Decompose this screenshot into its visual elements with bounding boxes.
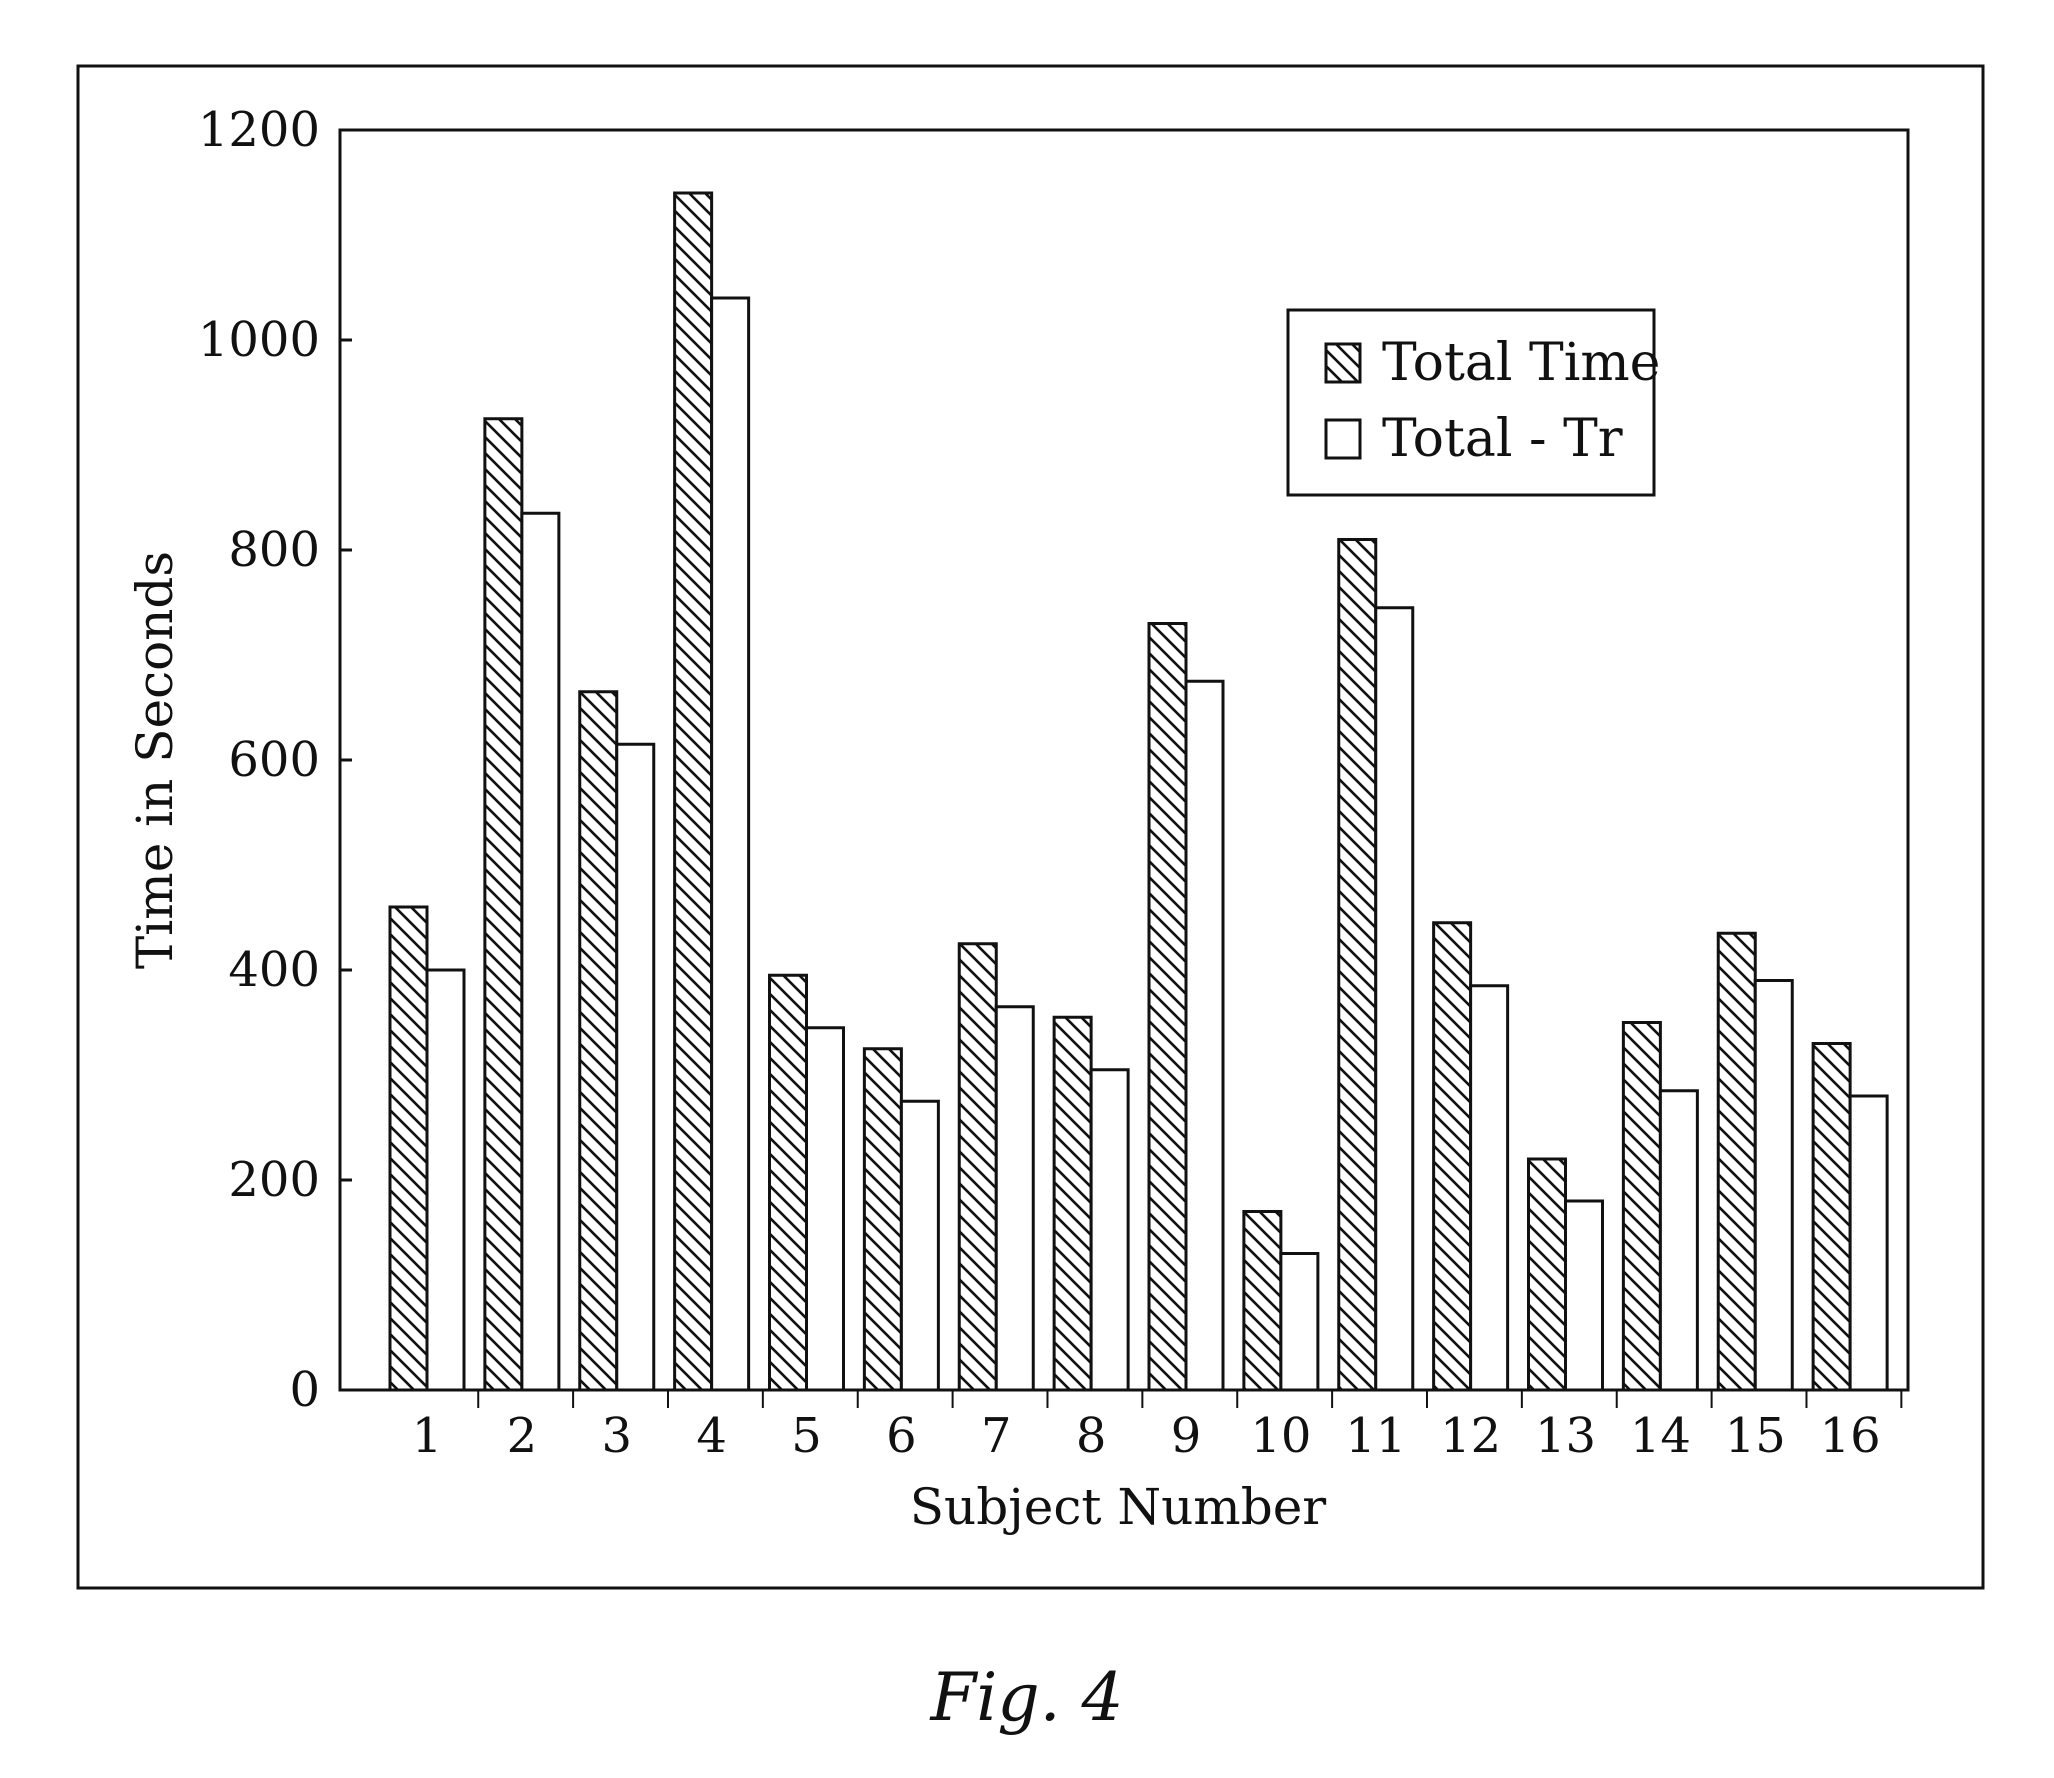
bar-total-tr bbox=[1471, 986, 1508, 1390]
bar-total-time bbox=[1623, 1023, 1660, 1391]
x-tick-label: 12 bbox=[1440, 1408, 1501, 1464]
legend-swatch-total-time bbox=[1326, 344, 1360, 382]
bar-total-time bbox=[1529, 1159, 1566, 1390]
bar-total-tr bbox=[1660, 1091, 1697, 1390]
y-axis-title: Time in Seconds bbox=[126, 551, 184, 969]
bar-total-time bbox=[959, 944, 996, 1390]
y-tick-label: 0 bbox=[289, 1362, 320, 1418]
y-tick-label: 1200 bbox=[198, 102, 320, 158]
legend-swatch-total-tr bbox=[1326, 420, 1360, 458]
x-tick-label: 2 bbox=[507, 1408, 538, 1464]
bar-total-time bbox=[1339, 540, 1376, 1391]
bar-total-tr bbox=[1091, 1070, 1128, 1390]
x-axis: 12345678910111213141516 bbox=[412, 1390, 1902, 1464]
bar-total-time bbox=[1718, 933, 1755, 1390]
bar-total-tr bbox=[617, 744, 654, 1390]
bar-total-tr bbox=[712, 298, 749, 1390]
bar-total-time bbox=[1149, 624, 1186, 1391]
bar-total-tr bbox=[1186, 681, 1223, 1390]
bar-total-tr bbox=[996, 1007, 1033, 1390]
x-tick-label: 6 bbox=[886, 1408, 917, 1464]
bar-total-tr bbox=[901, 1101, 938, 1390]
x-axis-title: Subject Number bbox=[910, 1478, 1327, 1536]
legend: Total Time Total - Tr bbox=[1288, 310, 1660, 495]
y-axis: 0 200 400 600 800 1000 1200 bbox=[198, 102, 352, 1418]
bar-total-time bbox=[864, 1049, 901, 1390]
bars bbox=[390, 193, 1887, 1390]
legend-label-total-tr: Total - Tr bbox=[1382, 409, 1623, 469]
x-tick-label: 11 bbox=[1345, 1408, 1406, 1464]
bar-total-time bbox=[1813, 1044, 1850, 1391]
bar-total-tr bbox=[1755, 981, 1792, 1391]
bar-total-time bbox=[580, 692, 617, 1390]
bar-total-tr bbox=[1281, 1254, 1318, 1391]
y-tick-label: 600 bbox=[228, 732, 320, 788]
bar-total-time bbox=[1244, 1212, 1281, 1391]
y-tick-label: 1000 bbox=[198, 312, 320, 368]
bar-total-tr bbox=[522, 513, 559, 1390]
bar-total-time bbox=[390, 907, 427, 1390]
bar-total-tr bbox=[807, 1028, 844, 1390]
y-tick-label: 200 bbox=[228, 1152, 320, 1208]
y-tick-label: 400 bbox=[228, 942, 320, 998]
x-tick-label: 14 bbox=[1630, 1408, 1691, 1464]
bar-total-time bbox=[770, 975, 807, 1390]
bar-total-tr bbox=[427, 970, 464, 1390]
x-tick-label: 16 bbox=[1820, 1408, 1881, 1464]
x-tick-label: 3 bbox=[601, 1408, 632, 1464]
bar-total-time bbox=[1434, 923, 1471, 1390]
y-tick-label: 800 bbox=[228, 522, 320, 578]
bar-total-time bbox=[675, 193, 712, 1390]
x-tick-label: 7 bbox=[981, 1408, 1012, 1464]
x-tick-label: 10 bbox=[1250, 1408, 1311, 1464]
bar-total-time bbox=[1054, 1017, 1091, 1390]
x-tick-label: 8 bbox=[1076, 1408, 1107, 1464]
x-tick-label: 13 bbox=[1535, 1408, 1596, 1464]
bar-total-tr bbox=[1850, 1096, 1887, 1390]
x-tick-label: 4 bbox=[696, 1408, 727, 1464]
x-tick-label: 1 bbox=[412, 1408, 443, 1464]
x-tick-label: 5 bbox=[791, 1408, 822, 1464]
legend-label-total-time: Total Time bbox=[1382, 333, 1660, 393]
bar-total-time bbox=[485, 419, 522, 1390]
x-tick-label: 9 bbox=[1171, 1408, 1202, 1464]
x-tick-label: 15 bbox=[1725, 1408, 1786, 1464]
figure-caption: Fig. 4 bbox=[929, 1659, 1123, 1736]
bar-total-tr bbox=[1566, 1201, 1603, 1390]
bar-total-tr bbox=[1376, 608, 1413, 1390]
